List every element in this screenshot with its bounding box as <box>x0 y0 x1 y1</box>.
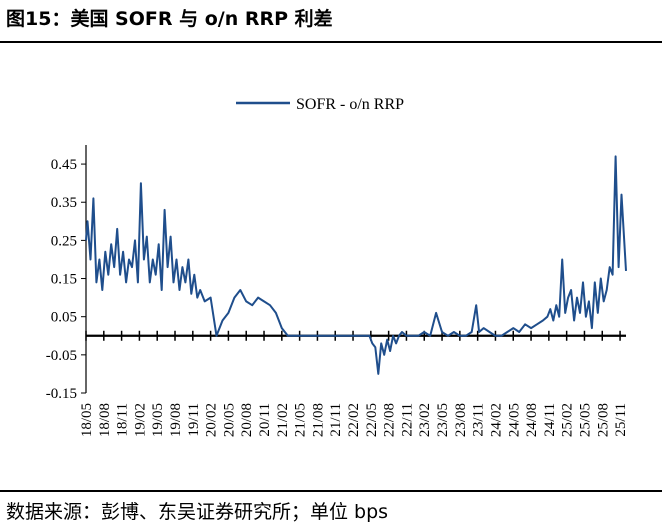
x-tick-label: 22/05 <box>364 403 380 437</box>
y-tick-label: 0.05 <box>51 310 77 326</box>
x-tick-label: 18/11 <box>115 403 131 437</box>
top-divider <box>0 41 662 43</box>
bottom-divider <box>0 490 662 492</box>
y-tick-label: -0.15 <box>46 386 77 402</box>
x-tick-label: 20/05 <box>221 403 237 437</box>
x-tick-label: 23/08 <box>453 403 469 437</box>
x-tick-label: 22/02 <box>346 403 362 437</box>
x-tick-label: 22/08 <box>382 403 398 437</box>
legend: SOFR - o/n RRP <box>236 96 404 113</box>
x-tick-label: 19/05 <box>150 403 166 437</box>
x-tick-label: 24/11 <box>542 403 558 437</box>
x-tick-label: 19/08 <box>168 403 184 437</box>
y-tick-label: 0.15 <box>51 272 77 288</box>
series-line-sofr-rrp <box>85 155 627 375</box>
x-tick-label: 23/05 <box>435 403 451 437</box>
x-tick-label: 23/11 <box>471 403 487 437</box>
series-group <box>85 155 627 375</box>
y-tick-label: -0.05 <box>46 348 77 364</box>
x-tick-label: 20/11 <box>257 403 273 437</box>
x-tick-label: 25/02 <box>560 403 576 437</box>
y-tick-label: 0.45 <box>51 157 77 173</box>
x-tick-label: 19/02 <box>132 403 148 437</box>
legend-label: SOFR - o/n RRP <box>296 96 404 113</box>
x-tick-label: 23/02 <box>417 403 433 437</box>
x-tick-label: 20/02 <box>204 403 220 437</box>
x-tick-label: 25/05 <box>577 403 593 437</box>
x-tick-label: 24/05 <box>506 403 522 437</box>
x-tick-label: 19/11 <box>186 403 202 437</box>
x-tick-label: 21/08 <box>310 403 326 437</box>
page-title: 图15：美国 SOFR 与 o/n RRP 利差 <box>6 8 333 30</box>
x-tick-label: 21/05 <box>293 403 309 437</box>
source-note: 数据来源：彭博、东吴证券研究所；单位 bps <box>6 501 389 523</box>
x-tick-label: 24/02 <box>488 403 504 437</box>
line-chart: SOFR - o/n RRP -0.15 -0.05 0.05 0.15 0.25 0.3… <box>46 96 629 437</box>
x-tick-label: 18/08 <box>97 403 113 437</box>
x-tick-label: 18/05 <box>79 403 95 437</box>
y-tick-label: 0.25 <box>51 233 77 249</box>
x-tick-label: 24/08 <box>524 403 540 437</box>
y-axis: -0.15 -0.05 0.05 0.15 0.25 0.35 0.45 <box>46 145 87 402</box>
x-axis: 18/05 18/08 18/11 19/02 19/05 19/08 19/11 20/02… <box>79 330 629 437</box>
x-tick-label: 25/11 <box>613 403 629 437</box>
x-tick-label: 21/11 <box>328 403 344 437</box>
x-tick-label: 22/11 <box>399 403 415 437</box>
x-tick-label: 21/02 <box>275 403 291 437</box>
y-tick-label: 0.35 <box>51 195 77 211</box>
x-tick-label: 20/08 <box>239 403 255 437</box>
x-tick-label: 25/08 <box>595 403 611 437</box>
